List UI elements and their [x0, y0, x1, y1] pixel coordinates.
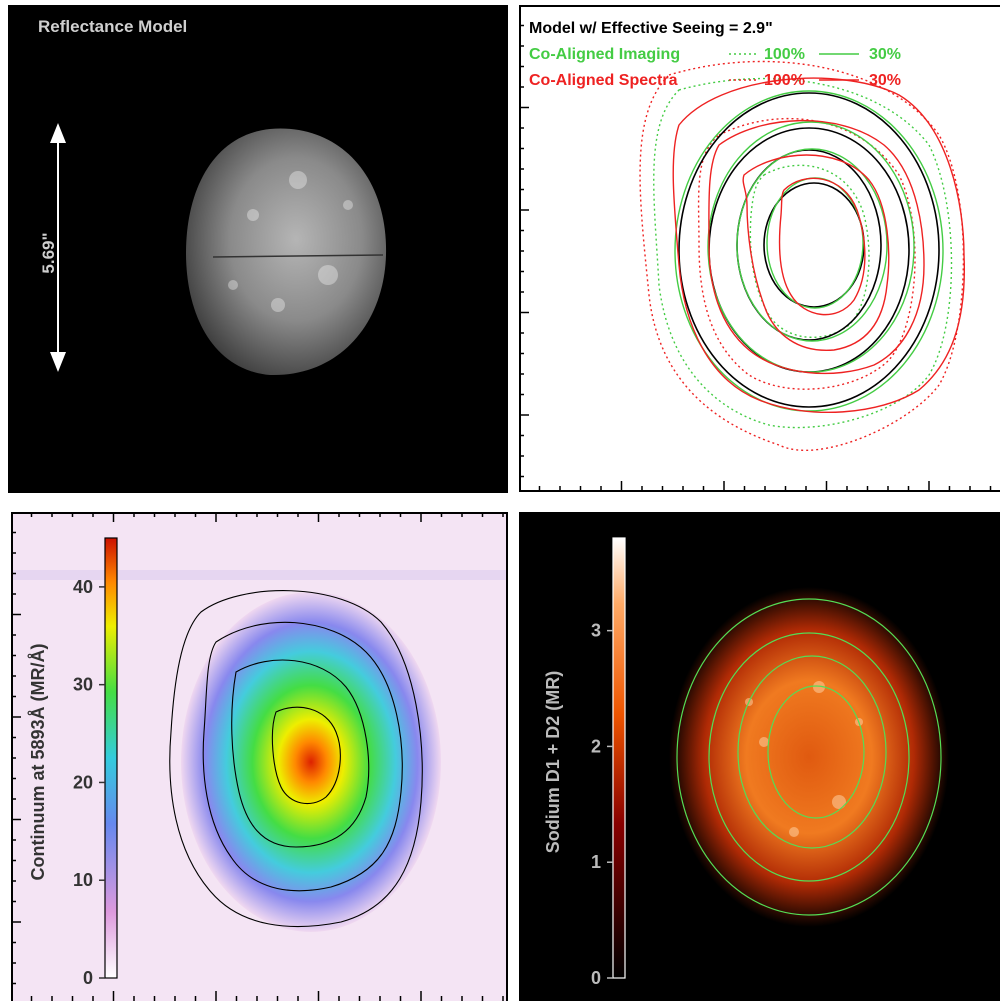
- legend-spectra: Co-Aligned Spectra: [529, 72, 678, 89]
- scale-arrow: [50, 123, 66, 372]
- colorbar-tick-label: 1: [591, 852, 601, 872]
- colorbar-tick-label: 0: [591, 968, 601, 988]
- contour-svg: Model w/ Effective Seeing = 2.9" Co-Alig…: [519, 5, 1000, 492]
- colorbar-tick-label: 20: [73, 772, 93, 792]
- model-contour-outer: [678, 92, 940, 408]
- continuum-colorbar-ticks: 0 10 20 30 40: [73, 577, 105, 988]
- continuum-colorbar-label: Continuum at 5893Å (MR/Å): [28, 643, 48, 880]
- reflectance-title: Reflectance Model: [38, 17, 187, 36]
- colorbar-tick-label: 30: [73, 675, 93, 695]
- reflectance-panel: Reflectance Model 5.69": [8, 5, 508, 493]
- legend-spectra-hi: 100%: [764, 72, 805, 89]
- legend-spectra-lo: 30%: [869, 72, 901, 89]
- colorbar-tick-label: 3: [591, 621, 601, 641]
- legend-imaging: Co-Aligned Imaging: [529, 46, 680, 63]
- sodium-panel: 0 1 2 3 Sodium D1 + D2 (MR): [519, 512, 1000, 1001]
- continuum-colorbar: [104, 537, 118, 979]
- sodium-colorbar: [612, 537, 626, 979]
- sodium-colorbar-ticks: 0 1 2 3: [591, 621, 613, 988]
- sodium-bright-spots: [745, 681, 863, 837]
- dotted-contours: [639, 60, 965, 451]
- continuum-panel: 0 10 20 30 40 Continuum at 5893Å (MR/Å): [11, 512, 508, 1001]
- planet-disk: [186, 128, 387, 376]
- sodium-colorbar-label: Sodium D1 + D2 (MR): [543, 671, 563, 854]
- continuum-contours: [169, 590, 423, 928]
- contour-ticks: [519, 24, 992, 491]
- sodium-contours: [676, 598, 942, 916]
- legend-model: Model w/ Effective Seeing = 2.9": [529, 20, 773, 37]
- colorbar-tick-label: 0: [83, 968, 93, 988]
- colorbar-tick-label: 40: [73, 577, 93, 597]
- model-contours: [678, 92, 940, 408]
- reflectance-svg: Reflectance Model 5.69": [38, 17, 387, 376]
- imaging-contours: [674, 90, 944, 412]
- sodium-svg: 0 1 2 3 Sodium D1 + D2 (MR): [519, 512, 1000, 1001]
- spectra-contours: [672, 77, 966, 414]
- scale-label: 5.69": [39, 232, 58, 273]
- contour-legend: Model w/ Effective Seeing = 2.9" Co-Alig…: [529, 20, 901, 89]
- continuum-blob: [181, 592, 441, 932]
- continuum-frame-ticks: [11, 512, 504, 1001]
- legend-imaging-hi: 100%: [764, 46, 805, 63]
- colorbar-tick-label: 2: [591, 736, 601, 756]
- continuum-svg: 0 10 20 30 40 Continuum at 5893Å (MR/Å): [11, 512, 508, 1001]
- contour-panel: Model w/ Effective Seeing = 2.9" Co-Alig…: [519, 5, 1000, 493]
- colorbar-tick-label: 10: [73, 870, 93, 890]
- legend-imaging-lo: 30%: [869, 46, 901, 63]
- sodium-blob: [669, 587, 949, 927]
